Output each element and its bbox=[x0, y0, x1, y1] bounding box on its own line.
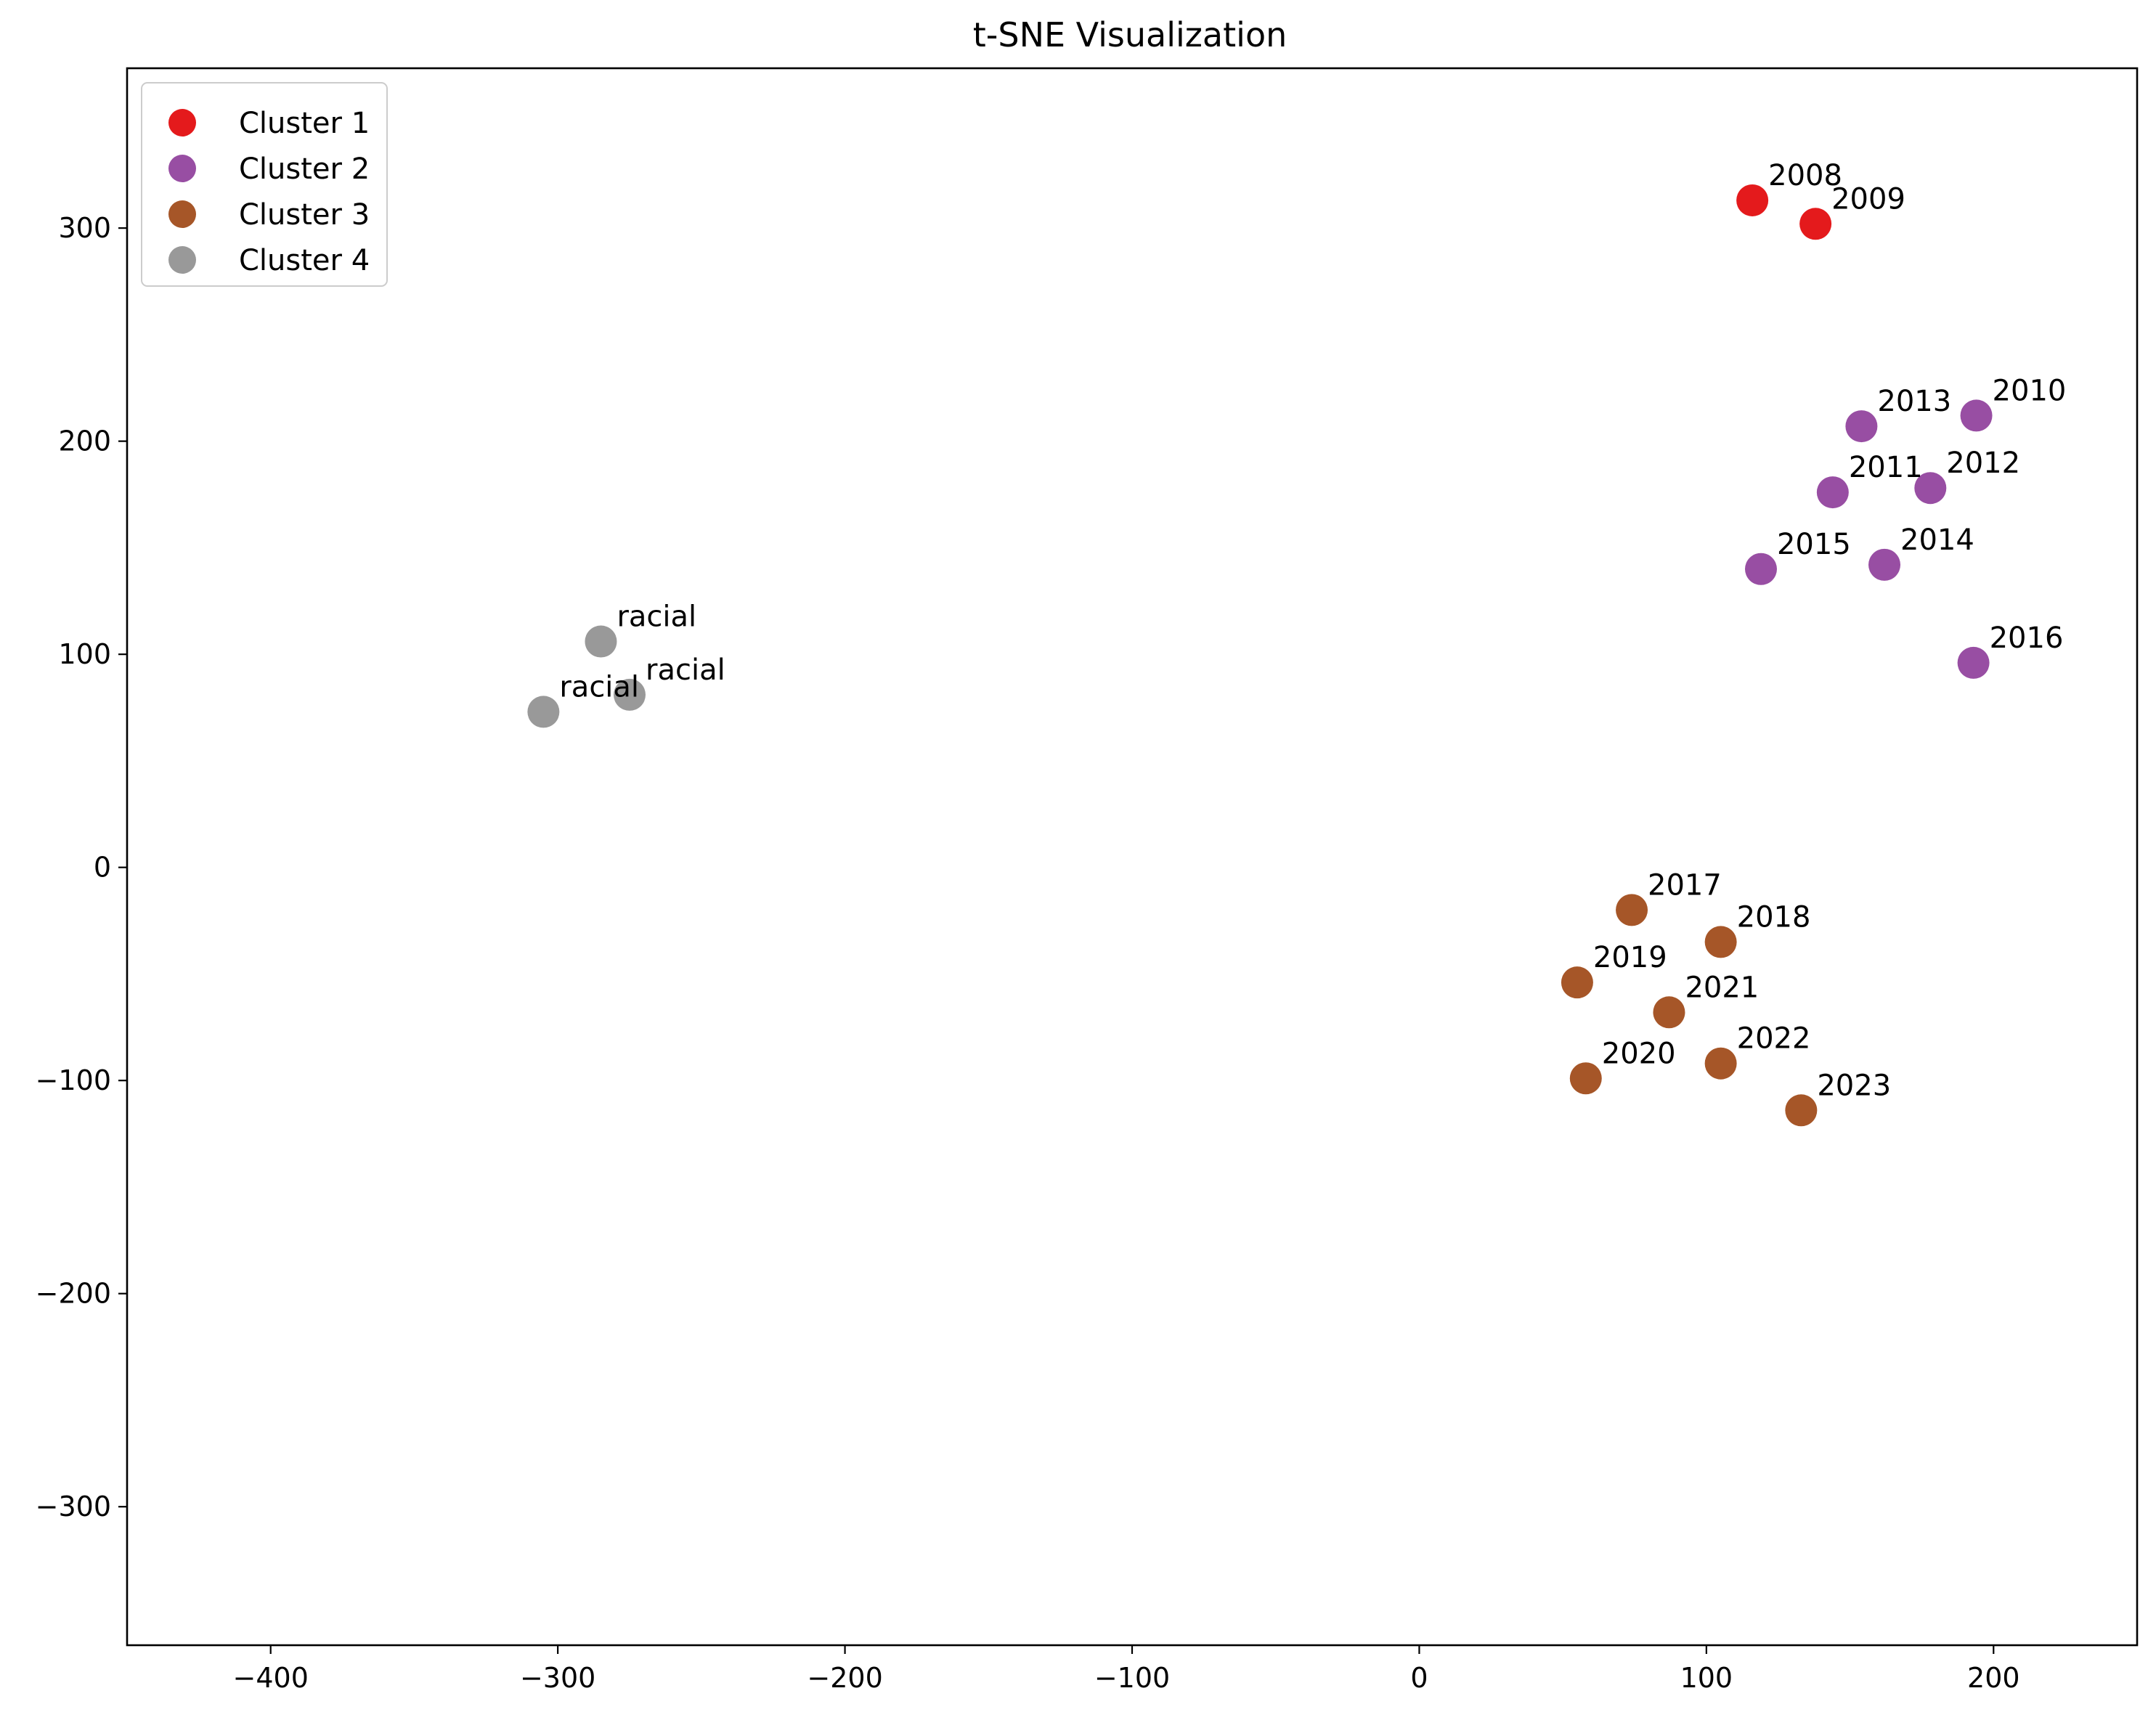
scatter-point bbox=[1785, 1094, 1818, 1127]
point-label: 2012 bbox=[1946, 447, 2020, 480]
x-tick-label: −300 bbox=[520, 1662, 595, 1694]
legend: Cluster 1 Cluster 2 Cluster 3 Cluster 4 bbox=[141, 82, 388, 287]
scatter-point bbox=[1960, 399, 1993, 432]
x-tick-label: 0 bbox=[1410, 1662, 1428, 1694]
point-label: racial bbox=[646, 653, 725, 687]
legend-marker bbox=[168, 246, 196, 274]
chart-title: t-SNE Visualization bbox=[973, 15, 1288, 54]
y-tick-label: 100 bbox=[58, 638, 111, 670]
legend-marker bbox=[168, 200, 196, 228]
scatter-point bbox=[1816, 476, 1849, 509]
x-axis: −400 −300 −200 −100 0 100 200 bbox=[233, 1645, 2020, 1694]
point-label: 2020 bbox=[1602, 1037, 1676, 1070]
point-label: racial bbox=[617, 600, 696, 634]
scatter-point bbox=[1799, 208, 1832, 240]
legend-label: Cluster 3 bbox=[239, 198, 370, 232]
point-label: 2014 bbox=[1900, 523, 1974, 557]
scatter-point bbox=[1868, 548, 1901, 581]
plot-marks bbox=[527, 184, 1993, 1127]
x-tick-label: −100 bbox=[1094, 1662, 1170, 1694]
x-tick-label: 100 bbox=[1680, 1662, 1733, 1694]
y-tick-label: 200 bbox=[58, 425, 111, 457]
point-label: 2009 bbox=[1831, 182, 1905, 216]
point-label: 2023 bbox=[1817, 1069, 1891, 1102]
scatter-point bbox=[1561, 966, 1593, 999]
scatter-point bbox=[1704, 926, 1737, 958]
scatter-point bbox=[527, 696, 560, 728]
scatter-point bbox=[1845, 410, 1878, 443]
point-label: 2019 bbox=[1593, 941, 1667, 974]
legend-box bbox=[141, 82, 388, 287]
legend-label: Cluster 1 bbox=[239, 107, 370, 140]
y-tick-label: −300 bbox=[36, 1491, 111, 1523]
legend-label: Cluster 4 bbox=[239, 244, 370, 277]
scatter-point bbox=[1744, 553, 1777, 585]
point-label: 2021 bbox=[1685, 971, 1759, 1004]
scatter-point bbox=[614, 678, 646, 711]
point-label: 2016 bbox=[1990, 621, 2064, 655]
scatter-point bbox=[1616, 894, 1648, 926]
legend-marker bbox=[168, 155, 196, 182]
scatter-point bbox=[1569, 1062, 1602, 1095]
y-tick-label: 0 bbox=[94, 852, 111, 884]
point-label: 2011 bbox=[1849, 451, 1923, 484]
legend-marker bbox=[168, 109, 196, 136]
point-label: 2022 bbox=[1737, 1022, 1811, 1056]
point-label: racial bbox=[559, 670, 639, 704]
point-label: 2013 bbox=[1877, 385, 1951, 418]
scatter-point bbox=[1957, 646, 1990, 679]
y-tick-label: −100 bbox=[36, 1064, 111, 1096]
point-label: 2010 bbox=[1993, 374, 2067, 407]
point-label: 2008 bbox=[1768, 159, 1842, 192]
point-label: 2017 bbox=[1648, 868, 1722, 902]
y-tick-label: −200 bbox=[36, 1278, 111, 1310]
scatter-point bbox=[1653, 996, 1685, 1029]
x-tick-label: −200 bbox=[807, 1662, 882, 1694]
x-tick-label: −400 bbox=[233, 1662, 309, 1694]
y-tick-label: 300 bbox=[58, 212, 111, 244]
x-tick-label: 200 bbox=[1967, 1662, 2020, 1694]
legend-label: Cluster 2 bbox=[239, 152, 370, 186]
scatter-point bbox=[1736, 184, 1769, 216]
scatter-point bbox=[1914, 472, 1947, 505]
scatter-point bbox=[1704, 1047, 1737, 1080]
point-label: 2015 bbox=[1777, 528, 1851, 561]
scatter-point bbox=[585, 625, 617, 658]
point-label: 2018 bbox=[1737, 900, 1811, 934]
y-axis: −300 −200 −100 0 100 200 300 bbox=[36, 212, 127, 1523]
